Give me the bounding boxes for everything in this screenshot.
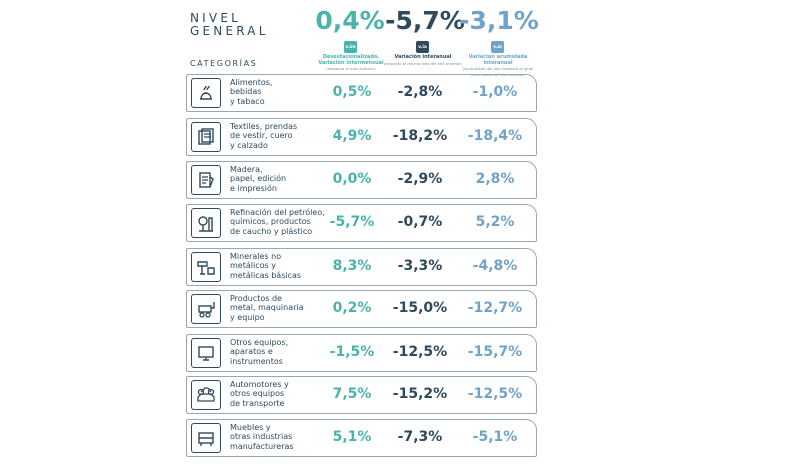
via-value: -2,8% [397, 84, 443, 100]
column-header-via-subtitle: (respecto al mismo mes del año anterior) [383, 60, 463, 66]
via-value: -18,2% [392, 128, 448, 144]
vai-value: 5,2% [475, 214, 515, 230]
via-value: -3,3% [397, 258, 443, 274]
table-row: Madera, papel, edición e impresión 0,0% -2,9… [186, 161, 537, 199]
vai-value: -18,4% [467, 128, 523, 144]
paper-icon [191, 165, 221, 195]
via-value: -2,9% [397, 171, 443, 187]
category-label-line: Productos de [230, 294, 282, 303]
minerals-icon [191, 252, 221, 282]
category-label-line: Madera, [230, 165, 263, 174]
title-line-1: NIVEL [190, 11, 241, 25]
category-label-line: Automotores y [230, 380, 289, 389]
general-vim-value: 0,4% [315, 6, 385, 35]
vai-value: -12,5% [467, 386, 523, 402]
vai-value: 2,8% [475, 171, 515, 187]
category-label-line: y calzado [230, 140, 268, 150]
category-label-line: e impresión [230, 183, 277, 193]
table-row: Textiles, prendas de vestir, cuero y calza… [186, 118, 537, 156]
category-label-line: bebidas [230, 87, 262, 97]
vai-value: -12,7% [467, 300, 523, 316]
category-label-line: de vestir, cuero [230, 131, 293, 141]
vim-value: 5,1% [332, 429, 372, 445]
category-label-line: metal, maquinaria [230, 303, 304, 313]
vim-value: -1,5% [329, 344, 375, 360]
category-label: Minerales no metálicos y metálicas básicas [230, 252, 330, 280]
table-row: Minerales no metálicos y metálicas básicas… [186, 248, 537, 286]
category-label-line: aparatos e [230, 347, 273, 357]
vai-value: -5,1% [472, 429, 518, 445]
category-label: Refinación del petróleo, químicos, produc… [230, 208, 330, 236]
table-row: Muebles y otras industrias manufactureras 5… [186, 419, 537, 457]
vim-value: 8,3% [332, 258, 372, 274]
category-label: Madera, papel, edición e impresión [230, 165, 330, 193]
general-vai-value: -3,1% [459, 6, 539, 35]
category-label-line: Otros equipos, [230, 338, 289, 347]
column-header-vim-title2: Variación intermensual [318, 59, 384, 66]
category-label-line: químicos, productos [230, 217, 311, 227]
vim-value: 0,5% [332, 84, 372, 100]
general-via-value: -5,7% [385, 6, 465, 35]
via-value: -7,3% [397, 429, 443, 445]
category-label-line: y tabaco [230, 96, 265, 106]
via-badge: v.ia [416, 41, 429, 53]
via-value: -0,7% [397, 214, 443, 230]
table-row: Productos de metal, maquinaria y equipo 0,2… [186, 290, 537, 328]
vim-value: 7,5% [332, 386, 372, 402]
via-value: -15,0% [392, 300, 448, 316]
category-label-line: papel, edición [230, 174, 287, 184]
textile-icon [191, 122, 221, 152]
table-row: Otros equipos, aparatos e instrumentos -1,5… [186, 334, 537, 372]
category-label-line: y equipo [230, 312, 265, 322]
category-label-line: manufactureras [230, 441, 294, 451]
nivel-general-title: NIVEL GENERAL [190, 12, 300, 38]
vim-value: 0,2% [332, 300, 372, 316]
instruments-icon [191, 338, 221, 368]
category-label: Productos de metal, maquinaria y equipo [230, 294, 330, 322]
category-label-line: metálicos y [230, 261, 276, 271]
vai-value: -4,8% [472, 258, 518, 274]
category-label-line: Textiles, prendas [230, 122, 298, 131]
refinery-icon [191, 208, 221, 238]
table-row: Automotores y otros equipos de transporte 7… [186, 376, 537, 414]
category-label: Automotores y otros equipos de transporte [230, 380, 330, 408]
table-row: Refinación del petróleo, químicos, produc… [186, 204, 537, 242]
category-label-line: otras industrias [230, 432, 293, 442]
machinery-icon [191, 294, 221, 324]
category-label-line: Alimentos, [230, 78, 273, 87]
category-label: Muebles y otras industrias manufactureras [230, 423, 330, 451]
via-value: -12,5% [392, 344, 448, 360]
category-label-line: de transporte [230, 398, 285, 408]
title-line-2: GENERAL [190, 24, 269, 38]
furniture-icon [191, 423, 221, 453]
category-label-line: Refinación del petróleo, [230, 208, 325, 217]
category-label: Otros equipos, aparatos e instrumentos [230, 338, 330, 366]
vai-value: -15,7% [467, 344, 523, 360]
table-row: Alimentos, bebidas y tabaco 0,5% -2,8% -1,0% [186, 74, 537, 112]
column-header-vim-title1: Desestacionalizado. [322, 54, 380, 60]
categories-title: CATEGORÍAS [190, 59, 258, 68]
column-header-vai-title: Variación acumulada interanual [468, 54, 528, 66]
vim-value: -5,7% [329, 214, 375, 230]
column-header-via: Variación interanual (respecto al mismo … [381, 54, 465, 66]
vim-value: 0,0% [332, 171, 372, 187]
via-value: -15,2% [392, 386, 448, 402]
category-label-line: metálicas básicas [230, 270, 302, 280]
category-label-line: Minerales no [230, 252, 282, 261]
category-label: Textiles, prendas de vestir, cuero y calza… [230, 122, 330, 150]
vim-value: 4,9% [332, 128, 372, 144]
food-icon [191, 78, 221, 108]
category-label-line: de caucho y plástico [230, 226, 313, 236]
vehicles-icon [191, 380, 221, 410]
category-label-line: Muebles y [230, 423, 271, 432]
column-header-via-title: Variación interanual [394, 54, 452, 60]
category-label-line: otros equipos [230, 389, 285, 399]
column-header-vim-subtitle: (respecto al mes anterior) [326, 66, 376, 71]
vai-badge: v.ai [491, 41, 504, 53]
vim-badge: v.im [344, 41, 357, 53]
column-header-vim: Desestacionalizado. Variación intermensu… [309, 54, 393, 72]
vai-value: -1,0% [472, 84, 518, 100]
category-label-line: instrumentos [230, 356, 283, 366]
category-label: Alimentos, bebidas y tabaco [230, 78, 330, 106]
